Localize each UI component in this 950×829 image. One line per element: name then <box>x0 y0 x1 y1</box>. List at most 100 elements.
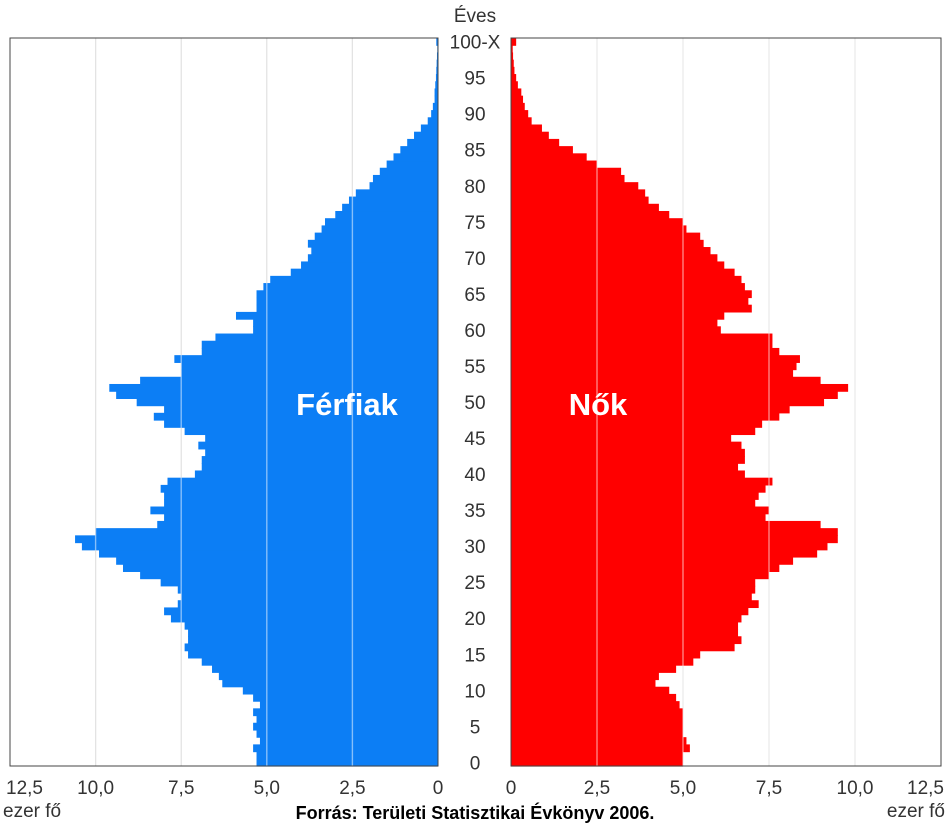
male-bar-age-64 <box>256 297 438 306</box>
male-bar-age-30 <box>81 542 439 551</box>
female-bar-age-43 <box>511 448 745 457</box>
male-bar-age-46 <box>184 427 438 436</box>
male-bar-age-16 <box>184 643 438 652</box>
male-bar-age-31 <box>75 535 438 544</box>
female-bar-age-45 <box>511 434 732 443</box>
x-tick-right: 12,5 <box>907 778 944 799</box>
female-bar-age-2 <box>511 744 690 753</box>
female-bar-age-49 <box>511 405 790 414</box>
x-tick-left: 0 <box>433 778 444 799</box>
female-bar-age-22 <box>511 600 759 609</box>
male-bar-age-1 <box>256 751 438 760</box>
male-bar-age-6 <box>256 715 438 724</box>
female-bar-age-28 <box>511 556 794 565</box>
male-bar-age-19 <box>184 621 438 630</box>
female-bar-age-25 <box>511 578 756 587</box>
age-tick: 40 <box>464 465 485 486</box>
female-bar-age-14 <box>511 657 694 666</box>
female-bar-age-74 <box>511 225 687 234</box>
male-bar-age-42 <box>201 456 438 464</box>
x-axis-label-left: ezer fő <box>3 801 61 822</box>
x-tick-right: 5,0 <box>670 778 696 799</box>
female-bar-age-96 <box>511 66 515 75</box>
male-bar-age-62 <box>235 311 438 320</box>
male-bar-age-45 <box>205 434 438 443</box>
female-bar-age-78 <box>511 196 649 205</box>
female-bar-age-42 <box>511 456 745 464</box>
male-bar-age-18 <box>188 629 438 637</box>
male-bar-age-3 <box>259 737 438 745</box>
female-bar-age-23 <box>511 593 752 601</box>
female-bar-age-92 <box>511 95 524 104</box>
male-bar-age-40 <box>194 470 438 479</box>
male-bar-age-94 <box>435 81 438 90</box>
age-tick: 45 <box>464 429 485 450</box>
male-bar-age-25 <box>160 578 438 587</box>
male-bar-age-14 <box>201 657 438 666</box>
age-tick: 100-X <box>450 33 501 54</box>
female-bar-age-65 <box>511 290 752 299</box>
female-bar-age-34 <box>511 513 766 522</box>
male-bar-age-84 <box>393 153 438 162</box>
female-bar-age-53 <box>511 376 821 385</box>
male-bar-age-78 <box>348 196 438 205</box>
male-bar-age-27 <box>122 564 438 572</box>
male-panel-label: Férfiak <box>296 387 398 422</box>
female-bar-age-76 <box>511 210 670 219</box>
male-bar-age-4 <box>256 729 438 738</box>
female-bar-age-71 <box>511 247 711 255</box>
female-bar-age-83 <box>511 160 597 169</box>
male-bar-age-9 <box>253 693 438 702</box>
male-bar-age-23 <box>181 593 438 601</box>
female-bar-age-100 <box>511 38 517 46</box>
male-bar-age-74 <box>321 225 438 234</box>
age-tick: 0 <box>470 753 481 774</box>
x-tick-right: 10,0 <box>837 778 874 799</box>
male-bar-age-13 <box>212 665 438 673</box>
age-tick-labels: 0 5 10 15 20 25 30 35 40 45 50 55 60 65 70 75 80 85 90 95 10… <box>450 33 501 775</box>
male-bar-age-88 <box>420 124 438 133</box>
male-bar-age-29 <box>99 549 439 558</box>
female-bar-age-26 <box>511 571 769 580</box>
male-bar-age-97 <box>436 59 438 68</box>
female-bar-age-24 <box>511 585 756 594</box>
male-bar-age-57 <box>201 347 438 356</box>
male-bar-age-2 <box>253 744 438 753</box>
female-bar-age-55 <box>511 362 797 371</box>
male-bar-age-54 <box>181 369 438 378</box>
right-overlay-gridlines <box>596 38 856 766</box>
female-bar-age-60 <box>511 326 721 335</box>
age-tick: 85 <box>464 141 485 162</box>
female-bar-age-32 <box>511 528 838 536</box>
female-bar-age-13 <box>511 665 677 673</box>
female-bar-age-58 <box>511 340 773 349</box>
male-bar-age-7 <box>253 708 438 717</box>
age-tick: 20 <box>464 609 485 630</box>
left-x-tick-labels: 0 2,5 5,0 7,5 10,0 12,5 <box>6 778 443 799</box>
male-bar-age-58 <box>201 340 438 349</box>
male-bar-age-44 <box>198 441 438 450</box>
female-bar-age-97 <box>511 59 514 68</box>
male-bar-age-10 <box>242 686 438 695</box>
male-bar-age-87 <box>414 131 438 140</box>
male-bar-age-73 <box>314 232 438 241</box>
age-tick: 25 <box>464 573 485 594</box>
age-tick: 70 <box>464 249 485 270</box>
male-bar-age-85 <box>400 146 438 154</box>
male-bar-age-61 <box>253 319 438 327</box>
female-bar-age-12 <box>511 672 659 681</box>
female-bars <box>511 38 849 767</box>
male-bar-age-38 <box>160 484 438 493</box>
female-bar-age-10 <box>511 686 670 695</box>
male-bar-age-8 <box>259 701 438 709</box>
female-bar-age-82 <box>511 167 622 176</box>
age-tick: 60 <box>464 321 485 342</box>
x-tick-right: 0 <box>506 778 517 799</box>
male-bar-age-92 <box>434 95 438 104</box>
age-tick: 65 <box>464 285 485 306</box>
male-bar-age-68 <box>290 268 438 277</box>
female-bar-age-64 <box>511 297 749 306</box>
male-bar-age-11 <box>222 679 438 688</box>
male-bar-age-65 <box>256 290 438 299</box>
